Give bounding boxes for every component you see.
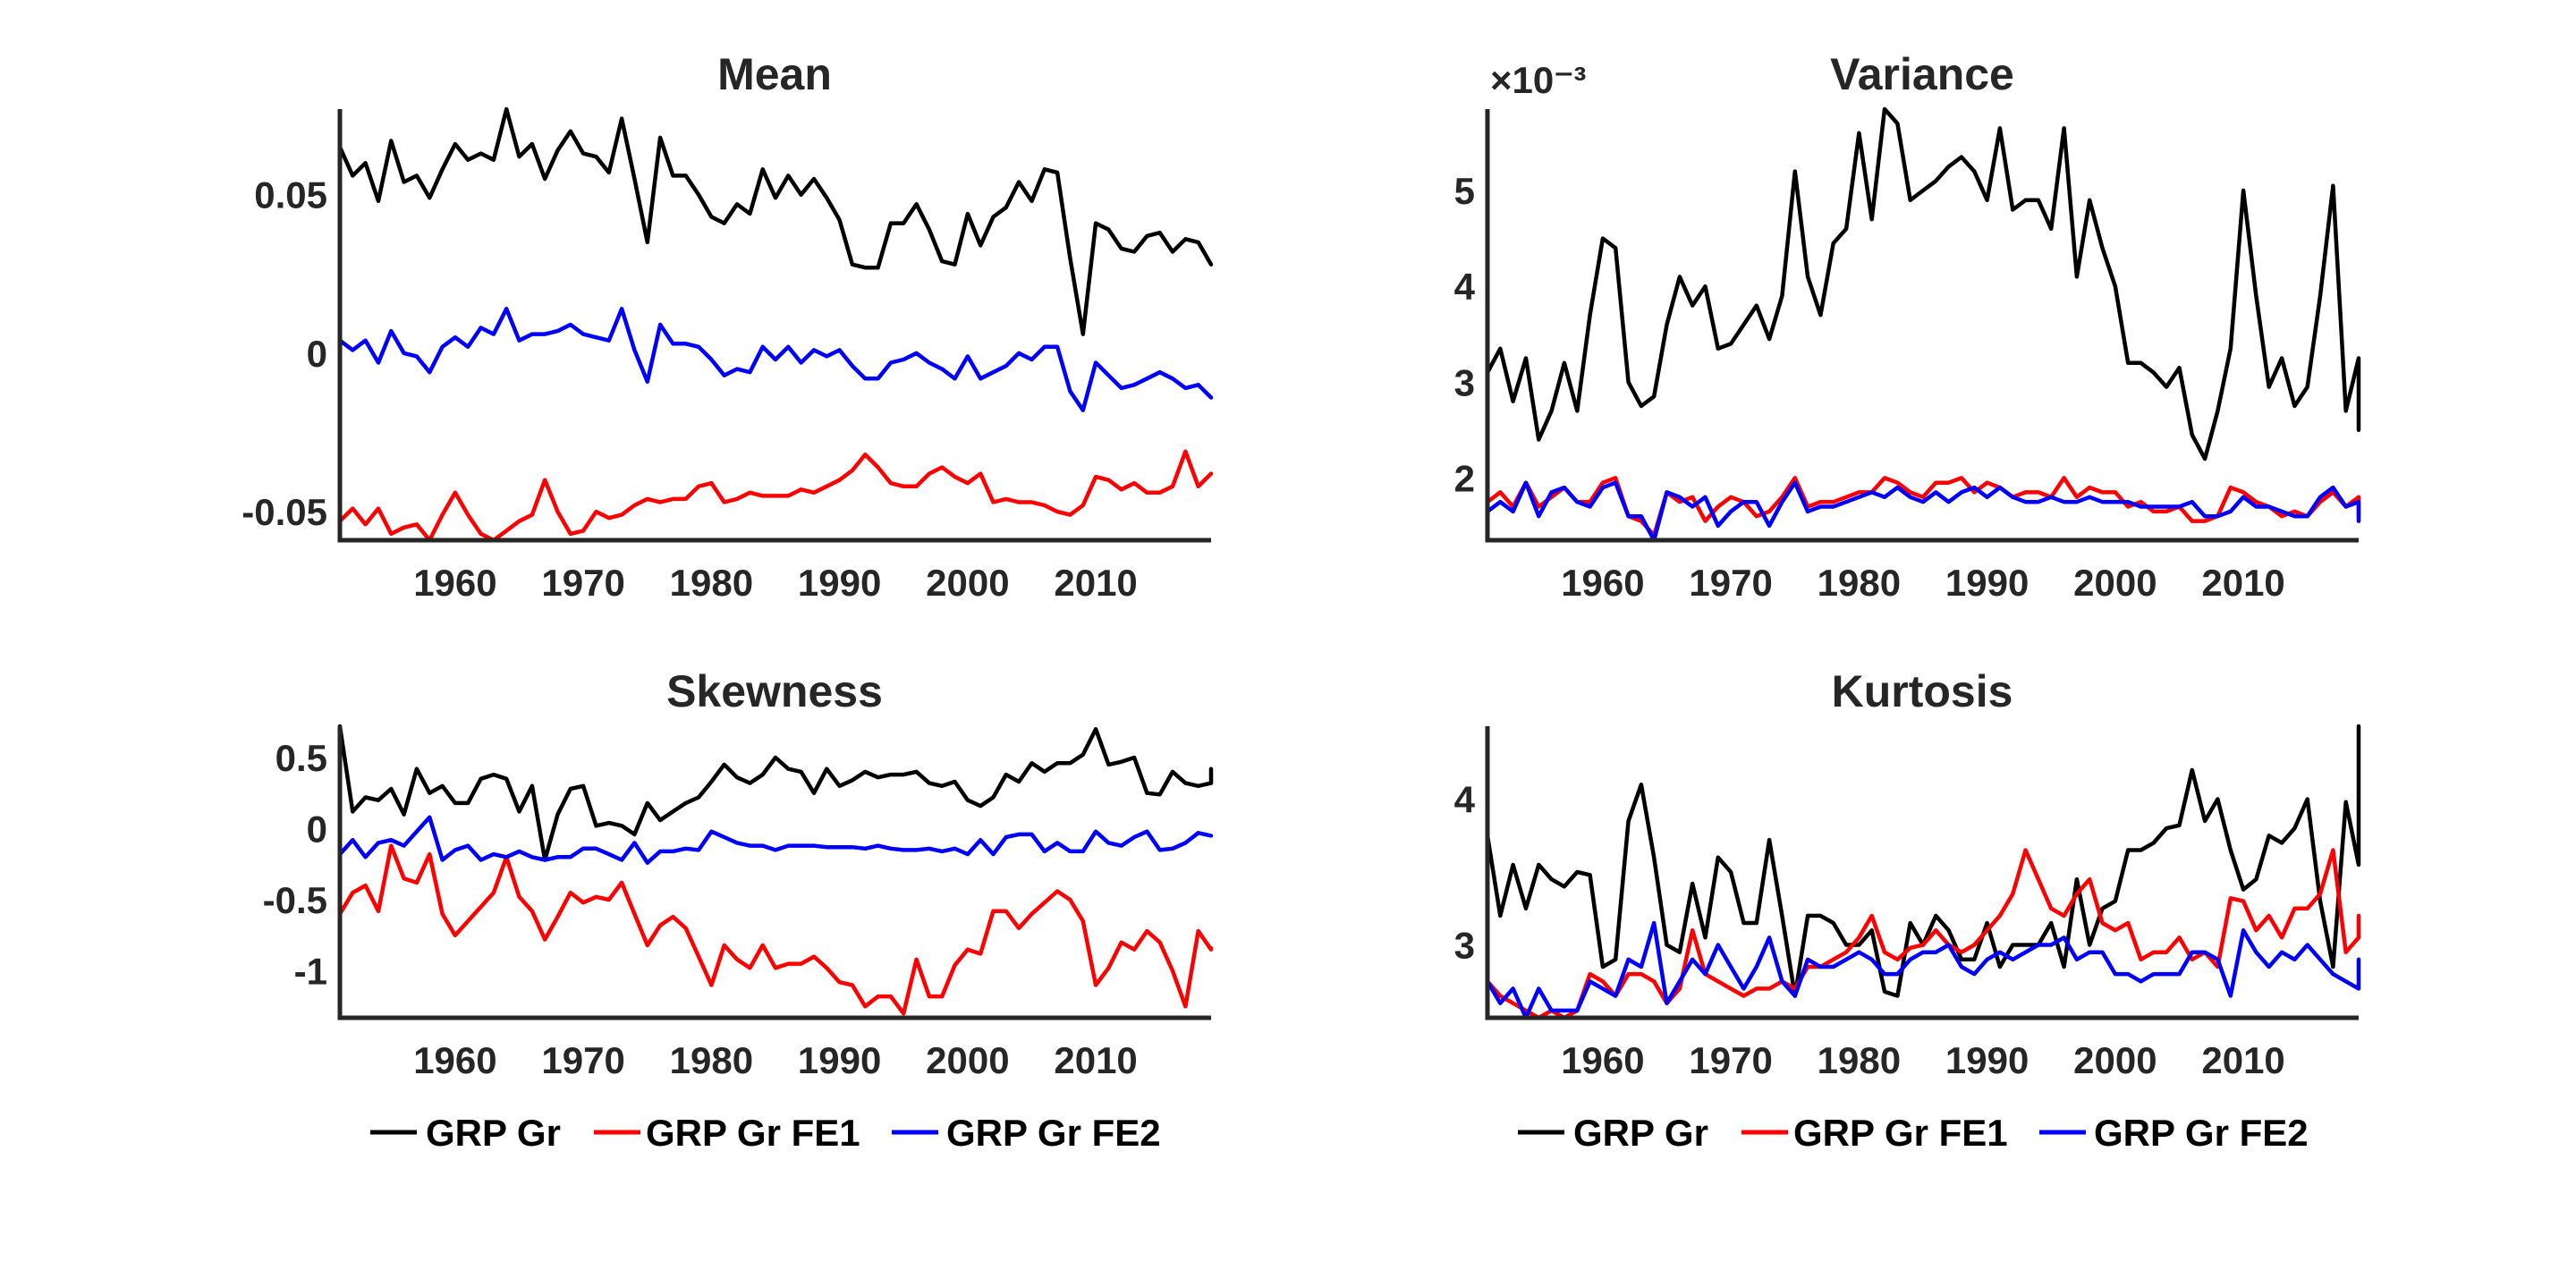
series-line-grp-gr-fe2 [337,815,1214,865]
x-tick-label: 2000 [2073,562,2157,604]
exponent-label: ×10⁻³ [1490,59,1586,101]
series-line-grp-gr-fe2 [1485,920,2361,1020]
series-line-grp-gr-fe1 [337,843,1214,1016]
axes [337,109,1211,543]
series-lines [1485,106,2361,543]
chart-title: Skewness [666,666,883,716]
x-tick-labels: 1960 1970 1980 1990 2000 2010 [413,1039,1138,1081]
x-tick-label: 1990 [1945,562,2029,604]
x-tick-label: 1980 [670,1039,753,1081]
chart-mean: Mean -0.05 0 0.05 1960 1970 1980 1990 2000 2010 [242,49,1214,604]
series-line-grp-gr-fe1 [1485,476,2361,538]
legend-label-grp-gr-fe1: GRP Gr FE1 [646,1112,860,1154]
x-tick-label: 1970 [541,562,624,604]
axes [337,726,1211,1020]
x-tick-label: 1960 [413,562,496,604]
chart-kurtosis: Kurtosis 34 1960 1970 1980 1990 2000 2010 [1454,666,2361,1081]
y-tick-label: 0.05 [254,174,327,216]
x-tick-label: 1960 [1561,562,1644,604]
legend-label-grp-gr-fe2: GRP Gr FE2 [2094,1112,2309,1154]
axes [1485,109,2359,543]
y-tick-label: 4 [1454,779,1476,821]
x-tick-label: 1970 [1689,1039,1772,1081]
x-tick-label: 1960 [413,1039,496,1081]
y-tick-label: -1 [294,951,327,993]
legend-left: GRP Gr GRP Gr FE1 GRP Gr FE2 [370,1112,1161,1154]
x-tick-label: 2010 [2201,1039,2284,1081]
chart-title: Variance [1830,49,2014,99]
x-tick-label: 2010 [1054,1039,1137,1081]
series-lines [1485,724,2361,1020]
y-tick-label: -0.5 [263,879,327,921]
series-lines [337,106,1214,543]
y-tick-label: 0 [307,808,327,850]
x-tick-label: 1970 [541,1039,624,1081]
y-tick-label: 0 [307,333,327,375]
series-line-grp-gr [1485,106,2361,461]
x-tick-labels: 1960 1970 1980 1990 2000 2010 [1561,1039,2285,1081]
x-tick-label: 2010 [1054,562,1137,604]
legend-label-grp-gr: GRP Gr [1573,1112,1708,1154]
series-line-grp-gr-fe2 [1485,480,2361,543]
y-tick-label: 3 [1454,361,1475,403]
chart-title: Kurtosis [1832,666,2013,716]
y-tick-label: 5 [1454,170,1475,212]
x-tick-label: 2000 [926,1039,1009,1081]
x-tick-label: 1990 [798,1039,881,1081]
chart-variance: Variance ×10⁻³ 2 3 4 5 1960 1970 1980 1990 2000… [1454,49,2361,604]
series-line-grp-gr [337,106,1214,336]
y-tick-labels: 34 [1454,779,1476,967]
x-tick-label: 1960 [1561,1039,1644,1081]
x-tick-label: 2000 [2073,1039,2157,1081]
y-tick-labels: -1 -0.5 0 0.5 [263,737,327,993]
y-tick-labels: 2 3 4 5 [1454,170,1476,499]
legend-label-grp-gr: GRP Gr [426,1112,561,1154]
chart-skewness: Skewness -1 -0.5 0 0.5 1960 1970 1980 1990 2000… [263,666,1214,1081]
y-tick-label: 0.5 [275,737,327,779]
x-tick-label: 1980 [670,562,753,604]
series-line-grp-gr-fe2 [337,307,1214,412]
x-tick-label: 1980 [1818,1039,1901,1081]
x-tick-label: 2010 [2201,562,2284,604]
series-lines [337,724,1214,1016]
y-tick-labels: -0.05 0 0.05 [242,174,327,533]
x-tick-label: 2000 [926,562,1009,604]
chart-title: Mean [717,49,832,99]
legend-label-grp-gr-fe2: GRP Gr FE2 [946,1112,1161,1154]
y-tick-label: 2 [1454,457,1475,499]
axes [1485,726,2359,1020]
legend-label-grp-gr-fe1: GRP Gr FE1 [1793,1112,2008,1154]
x-tick-label: 1990 [1945,1039,2029,1081]
series-line-grp-gr-fe1 [1485,848,2361,1020]
series-line-grp-gr [337,724,1214,862]
series-line-grp-gr-fe1 [337,449,1214,543]
x-tick-labels: 1960 1970 1980 1990 2000 2010 [1561,562,2285,604]
x-tick-labels: 1960 1970 1980 1990 2000 2010 [413,562,1138,604]
y-tick-label: 4 [1454,266,1476,308]
x-tick-label: 1970 [1689,562,1772,604]
x-tick-label: 1990 [798,562,881,604]
y-tick-label: -0.05 [242,491,327,533]
x-tick-label: 1980 [1818,562,1901,604]
legend-right: GRP Gr GRP Gr FE1 GRP Gr FE2 [1518,1112,2309,1154]
series-line-grp-gr [1485,724,2361,998]
y-tick-label: 3 [1454,925,1475,967]
